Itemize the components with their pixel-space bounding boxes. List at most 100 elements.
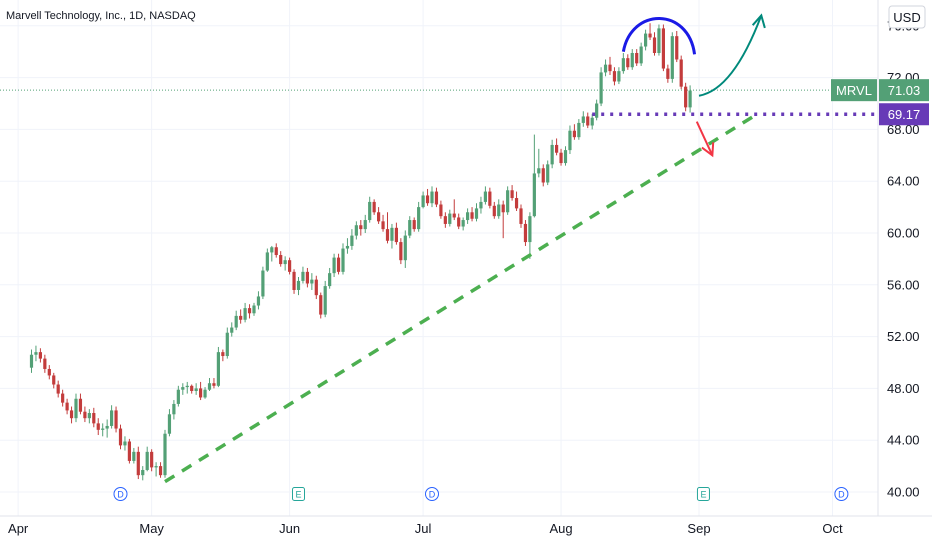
candle bbox=[461, 217, 465, 231]
candle-body bbox=[310, 279, 314, 284]
x-tick-label: Jul bbox=[415, 521, 432, 536]
candle bbox=[38, 348, 42, 363]
candle-body bbox=[372, 201, 376, 213]
event-markers: DEDEDE bbox=[113, 487, 849, 501]
candle-body bbox=[461, 220, 465, 227]
candle bbox=[114, 406, 118, 433]
candle bbox=[639, 42, 643, 66]
drawings bbox=[164, 13, 878, 484]
candle bbox=[368, 196, 372, 223]
candle bbox=[457, 213, 461, 230]
currency-button[interactable]: USD bbox=[888, 5, 926, 29]
candle-body bbox=[688, 90, 692, 108]
candle bbox=[617, 67, 621, 85]
candle-body bbox=[69, 410, 74, 419]
candle bbox=[581, 111, 585, 127]
dividend-icon bbox=[425, 487, 439, 501]
candle-body bbox=[52, 375, 56, 385]
candle bbox=[230, 322, 234, 337]
candle bbox=[314, 275, 318, 300]
candle bbox=[345, 238, 350, 254]
candle-body bbox=[434, 191, 439, 205]
candle-body bbox=[96, 423, 100, 430]
candle-body bbox=[29, 354, 34, 368]
dividend-marker[interactable]: D bbox=[425, 487, 439, 501]
candle-body bbox=[448, 213, 452, 224]
candle-body bbox=[239, 315, 243, 320]
y-tick-label: 52.00 bbox=[887, 329, 920, 344]
y-tick-label: 60.00 bbox=[887, 226, 920, 241]
candle bbox=[385, 212, 390, 244]
candle-body bbox=[563, 150, 568, 164]
candle-body bbox=[559, 152, 563, 164]
candle bbox=[679, 55, 683, 90]
candle-body bbox=[399, 242, 403, 261]
candle bbox=[372, 199, 376, 215]
candle bbox=[332, 253, 336, 278]
candle bbox=[675, 30, 679, 63]
candle bbox=[123, 436, 127, 451]
candle bbox=[74, 393, 78, 423]
ticker-label: MRVL bbox=[836, 83, 872, 98]
earnings-marker[interactable]: E bbox=[696, 487, 710, 501]
candle bbox=[399, 238, 403, 265]
x-tick-label: Aug bbox=[549, 521, 572, 536]
candle bbox=[394, 222, 398, 245]
candle-body bbox=[256, 296, 261, 306]
candle bbox=[301, 266, 305, 284]
candle-body bbox=[385, 229, 390, 241]
dividend-icon bbox=[113, 487, 128, 501]
candle-body bbox=[270, 247, 274, 253]
candle bbox=[261, 266, 265, 300]
candle bbox=[514, 191, 519, 211]
candle bbox=[221, 349, 225, 362]
dividend-marker[interactable]: D bbox=[113, 487, 128, 501]
candle-body bbox=[185, 385, 189, 388]
candle-body bbox=[190, 385, 194, 391]
candle-body bbox=[528, 216, 532, 243]
bearish-arrow-head bbox=[701, 142, 715, 158]
candle bbox=[150, 449, 154, 472]
candle bbox=[430, 186, 434, 208]
candle bbox=[483, 186, 487, 205]
candle-body bbox=[78, 398, 83, 412]
event-letter: E bbox=[700, 490, 706, 500]
candle-body bbox=[497, 204, 501, 217]
candle bbox=[319, 292, 323, 319]
candle-body bbox=[172, 403, 176, 415]
y-tick-label: 48.00 bbox=[887, 381, 920, 396]
grid bbox=[0, 0, 878, 516]
level-price-label: 69.17 bbox=[888, 107, 921, 122]
candle bbox=[684, 82, 688, 112]
dividend-marker[interactable]: D bbox=[834, 487, 849, 501]
candle-body bbox=[136, 451, 140, 476]
candle bbox=[559, 148, 563, 166]
candle-body bbox=[110, 410, 114, 426]
candle-body bbox=[483, 191, 487, 202]
candle bbox=[532, 134, 536, 218]
candle-body bbox=[261, 270, 265, 297]
candle-body bbox=[341, 248, 345, 272]
earnings-icon bbox=[292, 487, 305, 501]
candle bbox=[96, 418, 100, 436]
candle-body bbox=[572, 130, 576, 138]
event-letter: D bbox=[838, 490, 845, 500]
candle bbox=[154, 462, 158, 477]
candle-body bbox=[141, 469, 145, 476]
candle-body bbox=[532, 173, 536, 217]
candle-body bbox=[390, 227, 394, 241]
event-letter: D bbox=[117, 490, 124, 500]
candle-body bbox=[621, 58, 625, 72]
candle bbox=[61, 389, 65, 407]
x-tick-label: May bbox=[139, 521, 164, 536]
candle-body bbox=[466, 212, 470, 221]
candle-body bbox=[38, 352, 42, 359]
candle bbox=[69, 406, 74, 424]
earnings-marker[interactable]: E bbox=[292, 487, 305, 501]
x-tick-label: Apr bbox=[8, 521, 29, 536]
candle-body bbox=[555, 144, 559, 153]
candle-body bbox=[105, 425, 109, 429]
candle bbox=[239, 309, 243, 324]
candle bbox=[256, 291, 261, 310]
